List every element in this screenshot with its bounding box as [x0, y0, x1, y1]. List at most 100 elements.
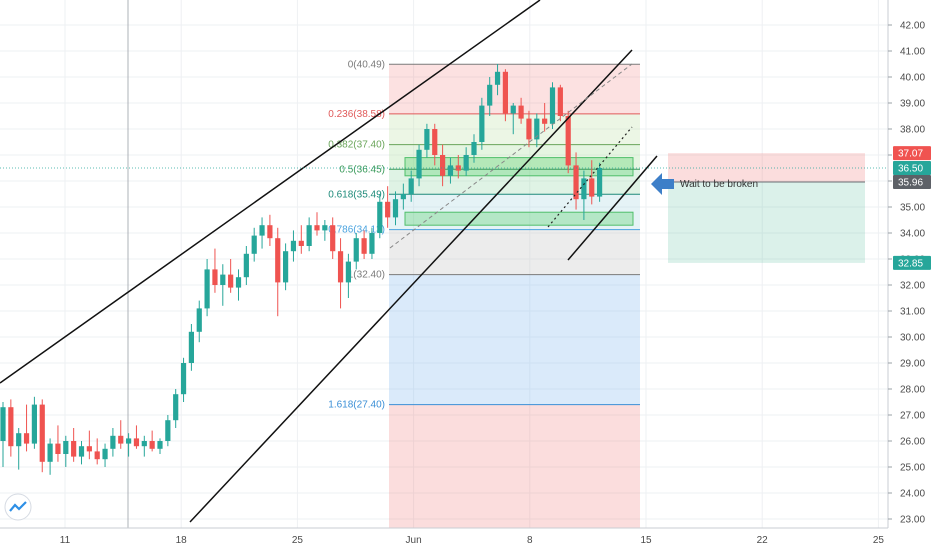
target-zone — [668, 182, 865, 263]
candle-body — [141, 441, 147, 447]
candle-body — [518, 105, 524, 119]
drawing-zones — [389, 64, 865, 528]
candle-body — [180, 363, 187, 395]
fib-zone — [389, 229, 640, 275]
fib-level-label: 0.5(36.45) — [339, 164, 385, 175]
candle-body — [526, 118, 532, 140]
y-tick-label: 24.00 — [900, 489, 925, 500]
candle-body — [557, 87, 563, 116]
fib-zone — [389, 274, 640, 405]
fib-level-label: 0.618(35.49) — [328, 189, 385, 200]
candles — [0, 64, 603, 475]
price-tag — [893, 255, 931, 270]
candle-body — [31, 404, 37, 444]
x-tick-label: 22 — [757, 535, 769, 546]
fibonacci-retracement[interactable]: 0(40.49) 0.236(38.58) 0.382(37.40) 0.5(36.4… — [328, 59, 640, 411]
candle-body — [157, 441, 163, 449]
tradingview-logo-icon — [9, 501, 27, 512]
annotation[interactable]: Wait to be broken — [651, 173, 758, 195]
fib-level-label: 1(32.40) — [348, 270, 385, 281]
candle-body — [283, 251, 289, 283]
arrow-left-icon — [651, 173, 674, 195]
candle-body — [408, 178, 414, 194]
candle-body — [479, 105, 485, 142]
fib-level-label: 0(40.49) — [348, 59, 385, 70]
y-tick-label: 34.00 — [900, 229, 925, 240]
y-tick-label: 39.00 — [900, 99, 925, 110]
candle-body — [118, 435, 124, 444]
candle-body — [330, 225, 336, 252]
x-tick-label: 8 — [527, 535, 533, 546]
candle-body — [502, 71, 508, 114]
price-tag-label: 37.07 — [898, 149, 923, 160]
price-tag-label: 36.50 — [898, 164, 923, 175]
trend-lines[interactable] — [0, 0, 888, 523]
candle-body — [196, 308, 202, 332]
candle-body — [534, 118, 540, 140]
y-tick-label: 25.00 — [900, 463, 925, 474]
candle-body — [220, 274, 226, 285]
y-tick-label: 40.00 — [900, 73, 925, 84]
y-tick-label: 23.00 — [900, 515, 925, 526]
candle-body — [424, 129, 430, 150]
candle-body — [322, 225, 328, 231]
y-tick-label: 41.00 — [900, 47, 925, 58]
x-tick-label: 15 — [640, 535, 652, 546]
candle-body — [314, 225, 320, 231]
stop-zone — [668, 153, 865, 183]
candle-body — [471, 142, 477, 155]
candle-body — [39, 404, 45, 462]
candle-body — [86, 446, 92, 452]
grid — [0, 0, 888, 528]
fib-zone — [389, 113, 640, 145]
candle-body — [165, 420, 171, 441]
fib-zone — [389, 404, 640, 528]
candle-body — [455, 165, 461, 171]
fib-zone — [389, 144, 640, 170]
logo — [4, 493, 32, 521]
fib-level-label: 1.618(27.40) — [328, 400, 385, 411]
x-tick-label: 25 — [873, 535, 885, 546]
price-tag — [893, 175, 931, 190]
candle-body — [71, 441, 77, 457]
candle-body — [133, 438, 140, 447]
candle-body — [385, 201, 391, 218]
candle-body — [23, 433, 30, 444]
upper-trend-line — [0, 0, 541, 384]
candle-body — [0, 407, 6, 441]
y-tick-label: 42.00 — [900, 21, 925, 32]
candle-body — [275, 238, 281, 283]
candle-body — [549, 87, 556, 124]
candle-body — [306, 225, 312, 246]
short-trend-line — [567, 155, 658, 261]
candle-body — [267, 225, 273, 239]
y-tick-label: 30.00 — [900, 333, 925, 344]
candle-body — [345, 261, 351, 283]
y-tick-label: 27.00 — [900, 411, 925, 422]
candle-body — [63, 441, 69, 454]
price-tag — [893, 161, 931, 175]
x-tick-label: 11 — [60, 535, 71, 546]
fib-level-label: 0.382(37.40) — [328, 140, 385, 151]
price-tag — [893, 146, 931, 161]
candle-body — [447, 165, 454, 176]
price-tag-label: 35.96 — [898, 178, 923, 189]
x-tick-label: Jun — [406, 535, 422, 546]
x-tick-label: 18 — [176, 535, 188, 546]
candle-body — [298, 240, 304, 246]
candle-body — [565, 116, 571, 166]
candle-body — [251, 235, 257, 254]
price-tag-label: 32.85 — [898, 258, 923, 269]
support-box — [404, 211, 634, 226]
candle-body — [78, 446, 85, 457]
candle-body — [188, 331, 194, 363]
candle-body — [173, 394, 179, 421]
candle-body — [361, 238, 367, 254]
candle-body — [212, 269, 218, 285]
y-tick-label: 29.00 — [900, 359, 925, 370]
candle-body — [573, 165, 579, 200]
dotted-trend-line — [547, 126, 633, 228]
y-tick-label: 28.00 — [900, 385, 925, 396]
